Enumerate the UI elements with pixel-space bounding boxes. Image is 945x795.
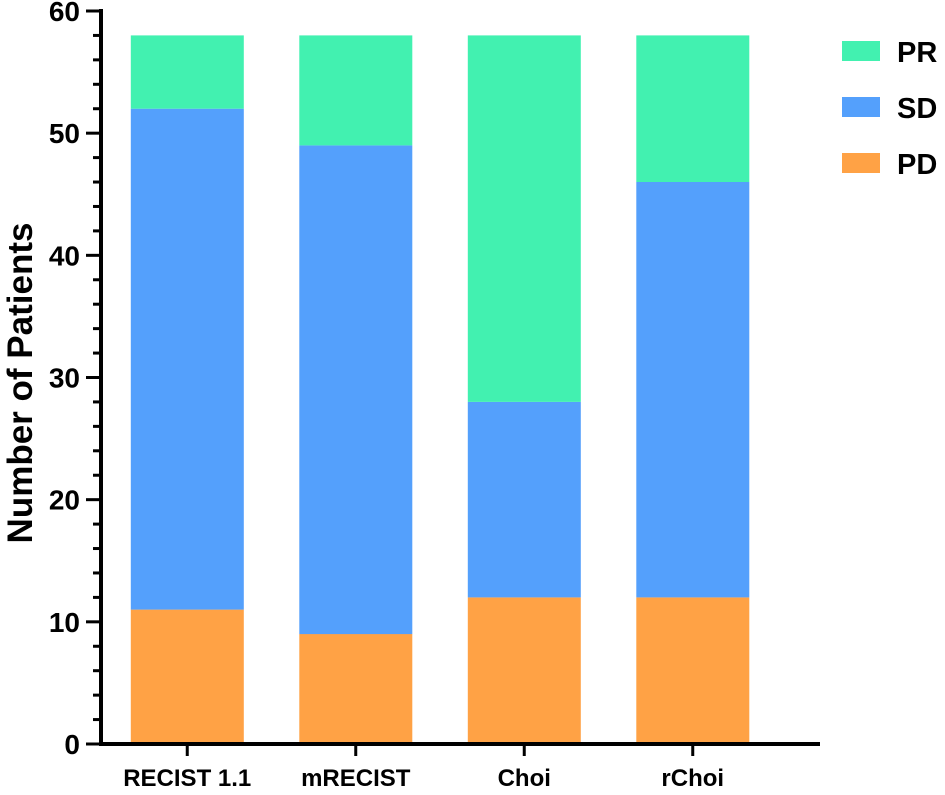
legend-label-pd: PD	[897, 149, 937, 181]
bar-segment-pr-3	[636, 35, 750, 183]
y-tick-label: 0	[64, 729, 80, 760]
y-tick-label: 20	[49, 485, 80, 516]
legend-swatch-pr	[842, 41, 880, 61]
y-tick-label: 40	[49, 240, 80, 271]
bar-segment-sd-1	[299, 145, 413, 635]
x-tick-label: Choi	[498, 765, 551, 790]
bars-layer	[130, 35, 750, 744]
legend-swatch-sd	[842, 97, 880, 117]
legend: PR SD PD	[842, 37, 937, 181]
legend-label-sd: SD	[897, 93, 937, 125]
x-tick-label: rChoi	[661, 765, 724, 790]
bar-segment-pd-0	[130, 609, 244, 744]
y-tick-label: 30	[49, 363, 80, 394]
bar-segment-pd-2	[467, 597, 581, 744]
axes-layer: RECIST 1.1 mRECIST Choi rChoi 0 10 20 30 40 50 60	[49, 0, 820, 792]
bar-segment-pr-0	[130, 35, 244, 109]
legend-label-pr: PR	[897, 37, 937, 69]
y-tick-label: 10	[49, 607, 80, 638]
bar-segment-sd-2	[467, 401, 581, 598]
y-axis-title: Number of Patients	[1, 223, 40, 544]
bar-segment-pr-2	[467, 35, 581, 402]
bar-segment-pd-3	[636, 597, 750, 744]
bar-segment-sd-0	[130, 108, 244, 610]
x-tick-label: RECIST 1.1	[123, 765, 251, 790]
x-tick-label: mRECIST	[301, 765, 411, 790]
y-tick-label: 60	[49, 0, 80, 27]
legend-swatch-pd	[842, 153, 880, 173]
bar-segment-sd-3	[636, 182, 750, 598]
y-tick-label: 50	[49, 118, 80, 149]
bar-segment-pr-1	[299, 35, 413, 146]
bar-segment-pd-1	[299, 634, 413, 744]
